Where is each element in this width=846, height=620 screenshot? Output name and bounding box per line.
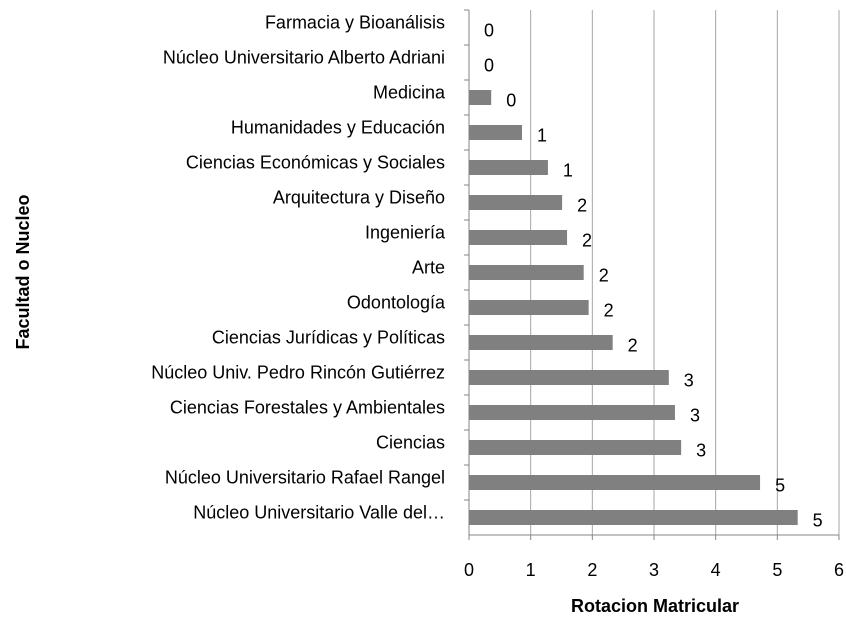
y-tick-label: Odontología bbox=[347, 292, 446, 312]
bar bbox=[469, 265, 584, 280]
value-label: 1 bbox=[537, 125, 547, 145]
bar bbox=[469, 125, 523, 140]
bar bbox=[469, 510, 798, 525]
y-tick-label: Ingeniería bbox=[365, 222, 446, 242]
x-tick-label: 0 bbox=[464, 560, 474, 580]
value-label: 2 bbox=[604, 300, 614, 320]
bar bbox=[469, 405, 675, 420]
value-label: 3 bbox=[684, 370, 694, 390]
bar bbox=[469, 195, 563, 210]
value-label: 3 bbox=[696, 440, 706, 460]
bar bbox=[469, 335, 613, 350]
y-tick-label: Arquitectura y Diseño bbox=[273, 187, 445, 207]
x-tick-label: 2 bbox=[587, 560, 597, 580]
y-tick-label: Núcleo Universitario Alberto Adriani bbox=[163, 47, 445, 67]
x-tick-label: 4 bbox=[711, 560, 721, 580]
x-tick-label: 3 bbox=[649, 560, 659, 580]
y-tick-label: Ciencias Forestales y Ambientales bbox=[170, 397, 445, 417]
value-label: 1 bbox=[563, 160, 573, 180]
value-label: 2 bbox=[599, 265, 609, 285]
value-label: 2 bbox=[582, 230, 592, 250]
bar bbox=[469, 440, 682, 455]
y-tick-label: Medicina bbox=[373, 82, 446, 102]
y-axis-title: Facultad o Nucleo bbox=[13, 194, 33, 349]
bar bbox=[469, 370, 669, 385]
y-tick-label: Farmacia y Bioanálisis bbox=[265, 12, 445, 32]
y-tick-label: Ciencias Económicas y Sociales bbox=[186, 152, 445, 172]
y-tick-label: Arte bbox=[412, 257, 445, 277]
y-tick-label: Núcleo Univ. Pedro Rincón Gutiérrez bbox=[151, 362, 445, 382]
x-axis-title: Rotacion Matricular bbox=[571, 596, 739, 616]
value-label: 5 bbox=[813, 510, 823, 530]
value-label: 2 bbox=[577, 195, 587, 215]
bar bbox=[469, 300, 589, 315]
value-label: 2 bbox=[628, 335, 638, 355]
x-tick-label: 6 bbox=[834, 560, 844, 580]
value-label: 3 bbox=[690, 405, 700, 425]
y-tick-label: Núcleo Universitario Rafael Rangel bbox=[165, 467, 445, 487]
bar bbox=[469, 90, 492, 105]
bar bbox=[469, 160, 548, 175]
bar bbox=[469, 475, 761, 490]
y-tick-label: Núcleo Universitario Valle del… bbox=[193, 502, 445, 522]
x-tick-label: 5 bbox=[772, 560, 782, 580]
value-label: 0 bbox=[484, 20, 494, 40]
x-tick-label: 1 bbox=[526, 560, 536, 580]
bar bbox=[469, 230, 568, 245]
value-label: 0 bbox=[484, 55, 494, 75]
y-tick-label: Ciencias Jurídicas y Políticas bbox=[212, 327, 445, 347]
y-tick-label: Ciencias bbox=[376, 432, 445, 452]
value-label: 0 bbox=[506, 90, 516, 110]
value-label: 5 bbox=[775, 475, 785, 495]
y-tick-label: Humanidades y Educación bbox=[231, 117, 445, 137]
